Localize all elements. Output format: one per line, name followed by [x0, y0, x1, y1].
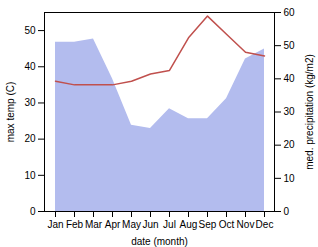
svg-text:0: 0	[284, 206, 290, 217]
svg-text:Apr: Apr	[105, 219, 121, 230]
svg-text:30: 30	[284, 106, 296, 117]
svg-text:Jul: Jul	[163, 219, 176, 230]
svg-text:20: 20	[284, 139, 296, 150]
svg-text:Jan: Jan	[47, 219, 63, 230]
svg-text:30: 30	[24, 97, 36, 108]
svg-text:50: 50	[24, 25, 36, 36]
svg-text:60: 60	[284, 7, 296, 18]
svg-text:50: 50	[284, 40, 296, 51]
svg-text:Oct: Oct	[219, 219, 235, 230]
svg-text:Mar: Mar	[85, 219, 103, 230]
svg-text:0: 0	[30, 206, 36, 217]
svg-text:Sep: Sep	[199, 219, 217, 230]
svg-text:Dec: Dec	[256, 219, 274, 230]
svg-text:10: 10	[284, 173, 296, 184]
svg-text:40: 40	[24, 61, 36, 72]
svg-text:Nov: Nov	[237, 219, 255, 230]
svg-text:Aug: Aug	[180, 219, 198, 230]
svg-text:max temp (C): max temp (C)	[5, 82, 16, 143]
svg-text:date (month): date (month)	[131, 236, 188, 247]
svg-text:Jun: Jun	[142, 219, 158, 230]
svg-text:med. precipitation (kg/m2): med. precipitation (kg/m2)	[304, 54, 315, 170]
svg-text:10: 10	[24, 170, 36, 181]
svg-text:20: 20	[24, 133, 36, 144]
svg-text:40: 40	[284, 73, 296, 84]
svg-text:Feb: Feb	[66, 219, 84, 230]
svg-text:May: May	[122, 219, 141, 230]
